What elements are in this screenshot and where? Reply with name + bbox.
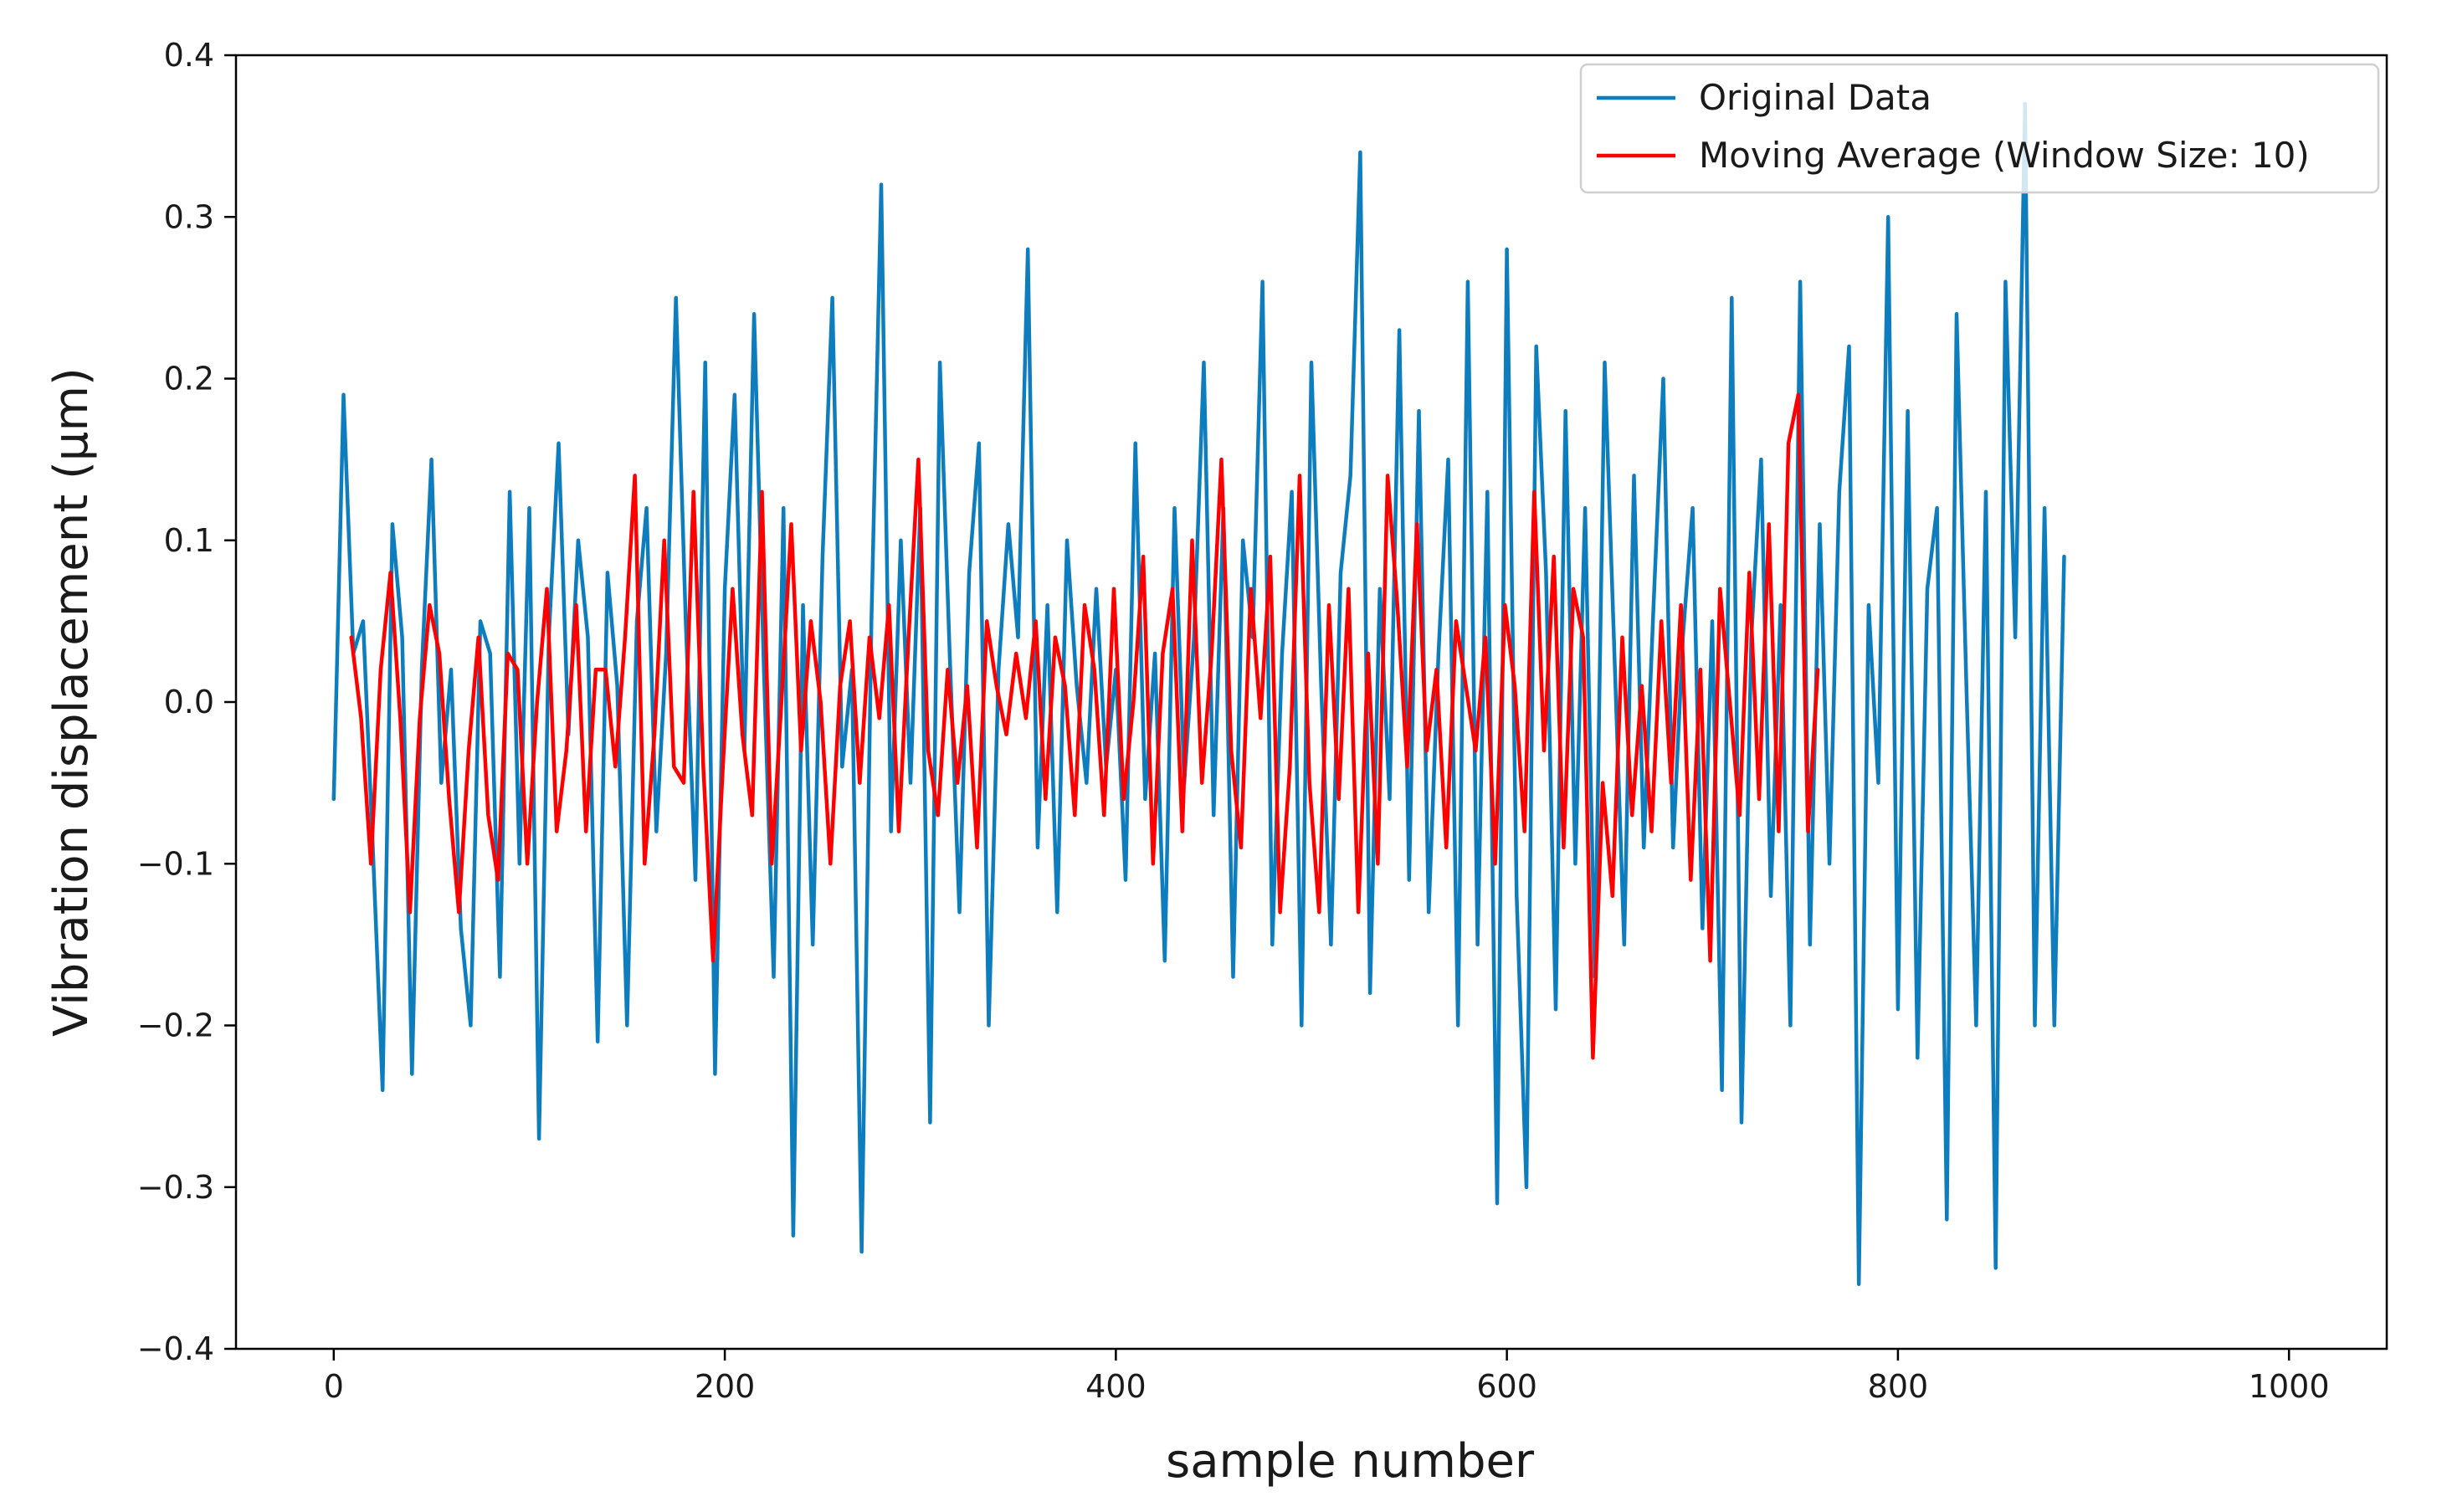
y-tick-label: 0.3 [164, 198, 214, 235]
legend-label-moving-average: Moving Average (Window Size: 10) [1699, 135, 2310, 176]
y-axis: −0.4 −0.3 −0.2 −0.1 0.0 0.1 0.2 0.3 0.4 [137, 37, 236, 1367]
x-tick-label: 800 [1868, 1368, 1929, 1405]
x-tick-label: 0 [324, 1368, 344, 1405]
y-tick-label: 0.4 [164, 37, 214, 74]
x-axis-title: sample number [1166, 1434, 1535, 1489]
x-tick-label: 400 [1085, 1368, 1147, 1405]
x-tick-label: 200 [695, 1368, 756, 1405]
y-tick-label: −0.1 [137, 845, 214, 882]
y-axis-title: Vibration displacement (μm) [44, 367, 99, 1037]
x-tick-label: 1000 [2249, 1368, 2330, 1405]
series-layer [331, 101, 2066, 1286]
y-tick-label: −0.4 [137, 1330, 214, 1367]
y-tick-label: 0.0 [164, 684, 214, 720]
y-tick-label: −0.3 [137, 1169, 214, 1206]
series-line-moving-average [349, 392, 1820, 1060]
y-tick-label: −0.2 [137, 1007, 214, 1044]
legend-box [1579, 63, 2380, 194]
x-tick-label: 600 [1476, 1368, 1537, 1405]
legend-label-original-data: Original Data [1699, 77, 1931, 118]
y-tick-label: 0.1 [164, 522, 214, 559]
legend: Original Data Moving Average (Window Siz… [1579, 63, 2380, 194]
x-axis: 0 200 400 600 800 1000 [324, 1349, 2330, 1405]
y-tick-label: 0.2 [164, 361, 214, 397]
